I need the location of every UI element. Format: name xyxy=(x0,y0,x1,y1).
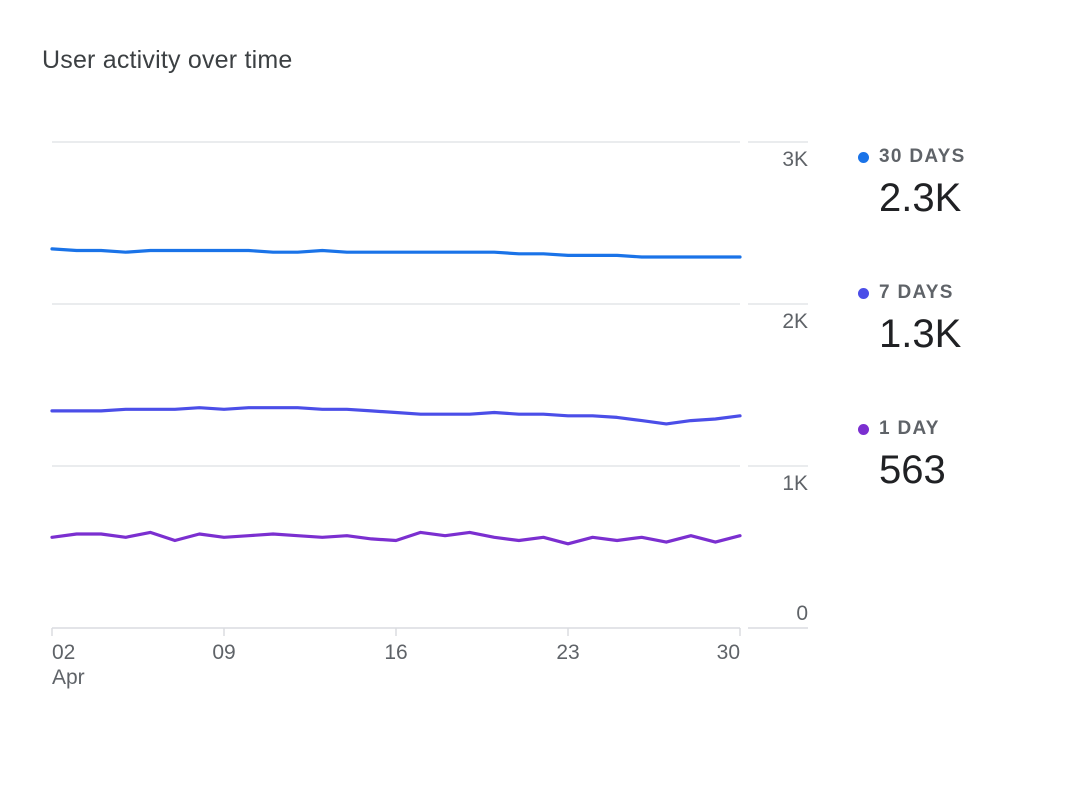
legend-value: 2.3K xyxy=(879,176,962,220)
y-tick-label: 0 xyxy=(796,602,808,625)
grid-lines xyxy=(52,141,808,629)
series-line-1-day xyxy=(50,530,742,546)
legend-dot-icon xyxy=(858,151,869,163)
y-axis-tick-labels: 0 1K 2K 3K xyxy=(782,148,808,625)
legend-label: 30 DAYS xyxy=(879,146,966,167)
legend-dot-icon xyxy=(858,423,869,435)
x-axis xyxy=(51,628,741,636)
x-tick-sublabel: Apr xyxy=(52,666,85,689)
series-line-30-days xyxy=(50,247,742,259)
card-title: User activity over time xyxy=(42,46,293,74)
x-tick-label: 16 xyxy=(384,641,407,664)
legend-value: 563 xyxy=(879,448,946,492)
y-tick-label: 1K xyxy=(782,472,808,495)
legend-label: 1 DAY xyxy=(879,418,940,439)
legend-value: 1.3K xyxy=(879,312,962,356)
legend-dot-icon xyxy=(858,287,869,299)
x-tick-label: 30 xyxy=(717,641,740,664)
x-tick-label: 02 xyxy=(52,641,75,664)
series-lines xyxy=(50,247,742,546)
legend: 30 DAYS 2.3K 7 DAYS 1.3K 1 DAY 563 xyxy=(858,140,1068,548)
legend-item-7-days[interactable]: 7 DAYS 1.3K xyxy=(858,276,1068,412)
legend-item-1-day[interactable]: 1 DAY 563 xyxy=(858,412,1068,548)
legend-label: 7 DAYS xyxy=(879,282,954,303)
y-tick-label: 3K xyxy=(782,148,808,171)
y-tick-label: 2K xyxy=(782,310,808,333)
legend-item-30-days[interactable]: 30 DAYS 2.3K xyxy=(858,140,1068,276)
series-line-7-days xyxy=(50,406,742,426)
x-tick-label: 09 xyxy=(212,641,235,664)
x-tick-label: 23 xyxy=(556,641,579,664)
